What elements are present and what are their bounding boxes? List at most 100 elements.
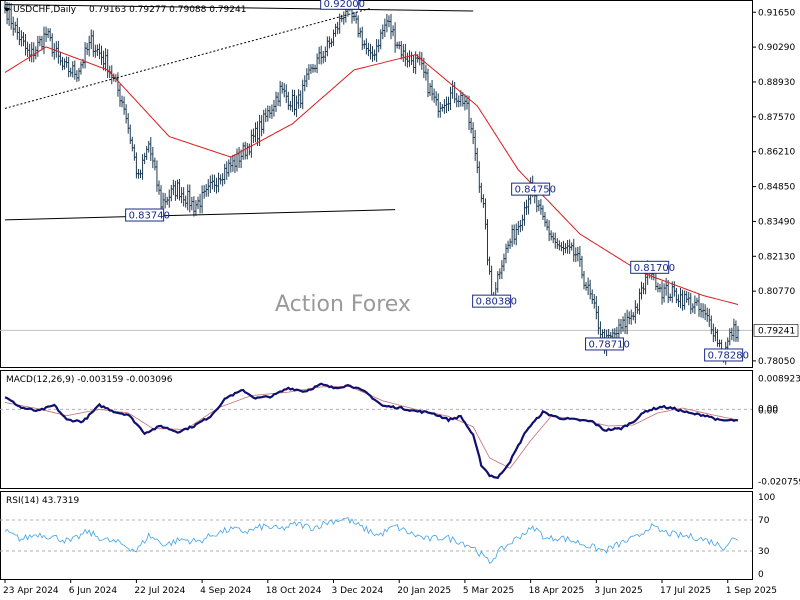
price-bar [480,182,483,203]
price-bar [145,145,148,160]
price-bar [139,169,142,179]
level-label: 0.78710 [585,337,630,351]
price-bar [679,287,682,309]
price-bar [14,21,17,33]
svg-text:0.008923: 0.008923 [758,375,800,385]
price-bar [246,142,249,160]
price-bar [223,163,226,185]
chart-ohlc: 0.79163 0.79277 0.79088 0.79241 [89,5,246,15]
price-bar [120,95,124,108]
price-tick: 0.87570 [752,113,795,123]
price-bar [170,184,173,202]
price-bar [227,159,231,177]
price-bar [377,39,380,53]
price-bar [266,105,270,122]
price-bar [595,296,598,320]
time-tick: 1 Sep 2025 [726,580,777,596]
svg-text:1 Sep 2025: 1 Sep 2025 [726,586,777,596]
rsi-grid [0,519,752,552]
price-bar [543,212,547,227]
price-bar [141,154,144,180]
svg-text:23 Apr 2024: 23 Apr 2024 [3,586,59,596]
price-bar [217,172,220,193]
price-bar [32,42,35,63]
price-bar [71,61,74,78]
price-bar [455,92,458,108]
current-price-label: 0.79241 [758,326,795,336]
price-bar [317,46,321,65]
level-label: 0.81700 [630,260,675,274]
price-bar [157,180,161,195]
svg-text:20 Jan 2025: 20 Jan 2025 [397,586,451,596]
price-bar [5,2,9,25]
price-bar [375,38,378,62]
rsi-line [4,516,739,564]
price-bar [689,292,692,315]
price-bar [437,93,440,118]
macd-panel [0,370,753,489]
price-bar [728,328,731,346]
price-bar [734,320,738,342]
price-bar [701,303,705,319]
price-bar [443,99,446,114]
price-bar [706,307,709,322]
dropdown-triangle-icon[interactable] [4,8,10,12]
price-bar [336,21,339,35]
macd-main-line [4,382,739,479]
price-panel [0,0,753,368]
price-bar [578,246,582,267]
trend-line[interactable] [4,7,371,109]
price-bar [133,144,136,161]
price-bar [28,43,31,62]
price-bar [135,152,138,179]
price-bar [547,220,551,242]
price-bar [151,146,155,169]
svg-text:-0.020759: -0.020759 [758,477,800,487]
price-bar [40,35,44,51]
price-bar [293,89,296,116]
price-bar [176,179,179,200]
trend-line[interactable] [4,209,396,221]
price-bar [229,156,233,173]
price-bar [153,157,157,171]
price-bar [393,22,397,53]
price-axis: 0.91650 0.90290 0.88930 0.87570 0.86210 0.848… [752,8,795,367]
price-bar [367,42,370,57]
price-bar [486,219,489,266]
price-bar [326,36,329,57]
price-bar [617,318,621,340]
rsi-axis: 100 70 30 0 [758,493,775,580]
price-bar [697,293,701,317]
price-bar [467,95,471,130]
price-bar [363,40,366,49]
price-bar [445,96,448,114]
trend-line[interactable] [4,4,474,12]
price-bar [469,117,473,134]
price-bar [361,26,364,50]
price-bar [560,242,563,252]
price-bar [660,281,664,305]
rsi-title: RSI(14) 43.7319 [6,496,79,506]
price-bar [254,122,257,143]
price-bar [404,43,407,67]
price-bar [30,42,33,63]
price-bar [373,49,376,61]
price-bar [48,28,52,42]
price-bar [664,277,668,296]
price-bar [342,11,345,25]
price-bar [572,238,575,262]
price-bar [716,329,719,347]
macd-tick: 0.00 [758,406,778,416]
price-bar [322,50,325,64]
price-bar [673,281,676,297]
price-bar [98,43,101,60]
price-bar [299,90,302,108]
price-bar [412,55,415,74]
price-bar [426,68,430,98]
svg-text:0.90290: 0.90290 [758,43,795,53]
price-bar [196,196,200,210]
price-bar [488,256,491,275]
price-bar [498,268,502,280]
price-bar [371,46,374,62]
